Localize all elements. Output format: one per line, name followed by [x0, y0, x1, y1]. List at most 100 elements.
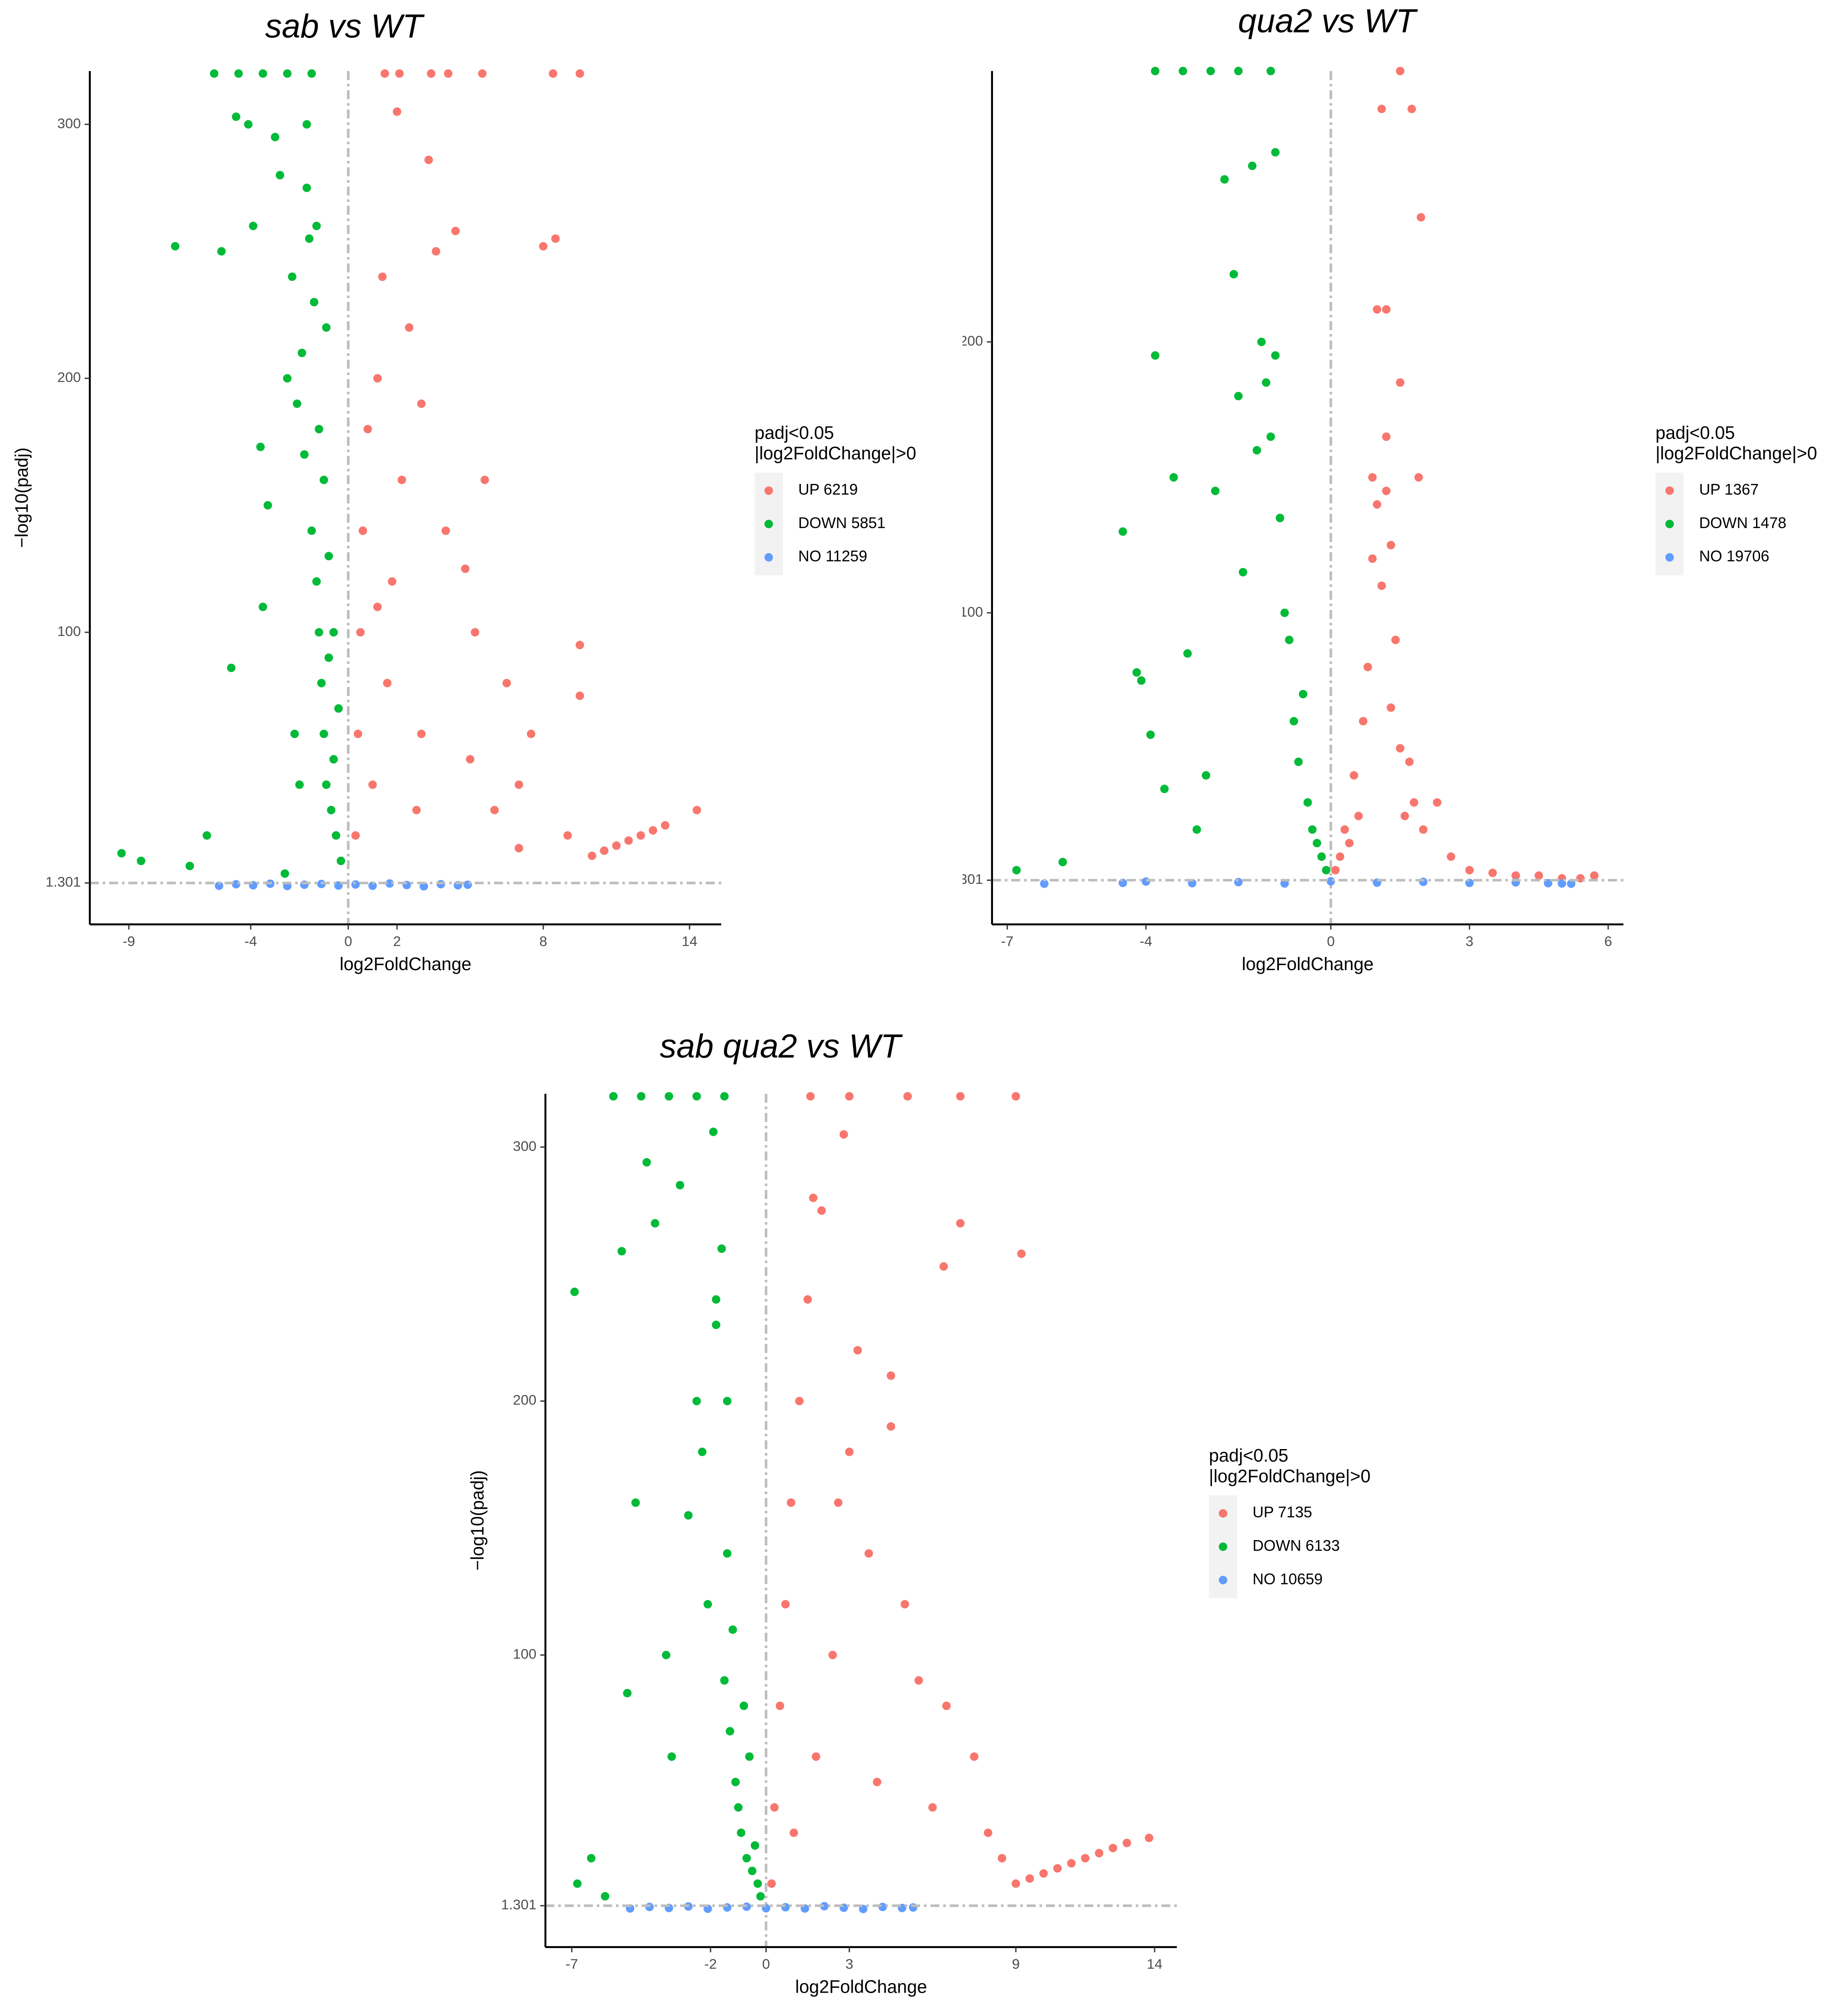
point [1336, 852, 1344, 861]
point [806, 1092, 815, 1101]
y-axis-label: −log10(padj) [12, 448, 32, 548]
point [901, 1600, 909, 1609]
x-tick-label: 8 [540, 933, 547, 949]
point [1340, 825, 1349, 834]
point [1160, 784, 1169, 793]
point [317, 679, 326, 687]
point [280, 869, 289, 878]
x-tick-label: -4 [244, 933, 257, 949]
legend-title: |log2FoldChange|>0 [1209, 1466, 1370, 1486]
point [983, 1828, 993, 1837]
point [405, 323, 414, 332]
point [1359, 717, 1368, 726]
point [1118, 527, 1127, 536]
point [1122, 1838, 1131, 1847]
point [648, 826, 657, 835]
point [1303, 798, 1312, 807]
point [601, 1892, 610, 1901]
point [1298, 690, 1308, 698]
point [334, 704, 343, 713]
point [939, 1262, 948, 1271]
point [397, 475, 406, 484]
legend-label: DOWN 6133 [1252, 1537, 1340, 1554]
point [244, 120, 253, 129]
point [1132, 668, 1141, 677]
x-tick-label: -9 [122, 933, 135, 949]
legend-title: padj<0.05 [1209, 1446, 1288, 1466]
point [1229, 270, 1238, 279]
point [1280, 608, 1289, 617]
point [664, 1092, 673, 1101]
point [1377, 105, 1386, 113]
chart-title: sab qua2 vs WT [660, 1027, 903, 1065]
legend-key [1218, 1576, 1227, 1585]
point [1382, 432, 1391, 441]
point [1386, 541, 1395, 549]
point [756, 1892, 765, 1901]
point [770, 1803, 779, 1812]
point [1416, 213, 1425, 222]
point [1396, 744, 1405, 753]
point [256, 443, 265, 451]
point [845, 1092, 854, 1101]
point [185, 861, 194, 870]
point [217, 247, 226, 256]
point [1407, 105, 1416, 113]
legend-label: DOWN 1478 [1699, 514, 1787, 532]
point [527, 729, 535, 738]
point [767, 1879, 776, 1888]
point [320, 475, 328, 484]
point [834, 1498, 843, 1507]
point [956, 1092, 965, 1101]
point [203, 831, 211, 840]
volcano-plot: 1.301 100 200 300 -7 -2 0 3 9 14 sab qua2 vs WT log… [468, 1027, 1370, 1997]
point [651, 1219, 660, 1228]
point [903, 1092, 912, 1101]
point [570, 1287, 579, 1296]
point [395, 69, 404, 78]
point [1363, 662, 1372, 671]
point [383, 679, 392, 687]
point [1419, 825, 1428, 834]
point [1405, 758, 1414, 766]
legend-title: |log2FoldChange|>0 [754, 443, 916, 463]
point [539, 242, 548, 251]
point [1373, 305, 1381, 314]
y-tick-label: 1.301 [46, 874, 81, 890]
x-axis-label: log2FoldChange [340, 954, 472, 974]
point [137, 856, 146, 865]
point [363, 425, 372, 433]
point [970, 1752, 979, 1761]
point [588, 851, 596, 860]
point [1137, 676, 1146, 685]
point [1192, 825, 1201, 834]
point [329, 628, 338, 637]
point [1220, 175, 1229, 184]
point [336, 856, 346, 865]
point [753, 1879, 762, 1888]
point [461, 565, 470, 573]
y-tick-label: 300 [513, 1138, 537, 1154]
point [617, 1247, 626, 1256]
axes-area: 1.301 100 200 300 -7 -2 0 3 9 14 [501, 1092, 1177, 1972]
chart-title: sab vs WT [265, 7, 425, 45]
point [1289, 717, 1298, 726]
point [412, 806, 421, 814]
point [1400, 812, 1409, 820]
point [1252, 446, 1261, 455]
point [575, 641, 584, 650]
volcano-plot: 1.301 100 200 300 -9 -4 0 2 8 14 sab vs WT log2Fold… [12, 7, 916, 974]
point [1386, 703, 1395, 712]
point [451, 227, 460, 235]
point [378, 272, 387, 281]
legend-label: NO 10659 [1252, 1571, 1323, 1588]
point [812, 1752, 820, 1761]
point [1141, 877, 1151, 886]
point [368, 881, 377, 890]
point [1294, 758, 1303, 766]
point [712, 1320, 721, 1329]
point [373, 374, 382, 383]
legend-label: UP 7135 [1252, 1504, 1312, 1521]
x-tick-label: -7 [1001, 933, 1014, 949]
